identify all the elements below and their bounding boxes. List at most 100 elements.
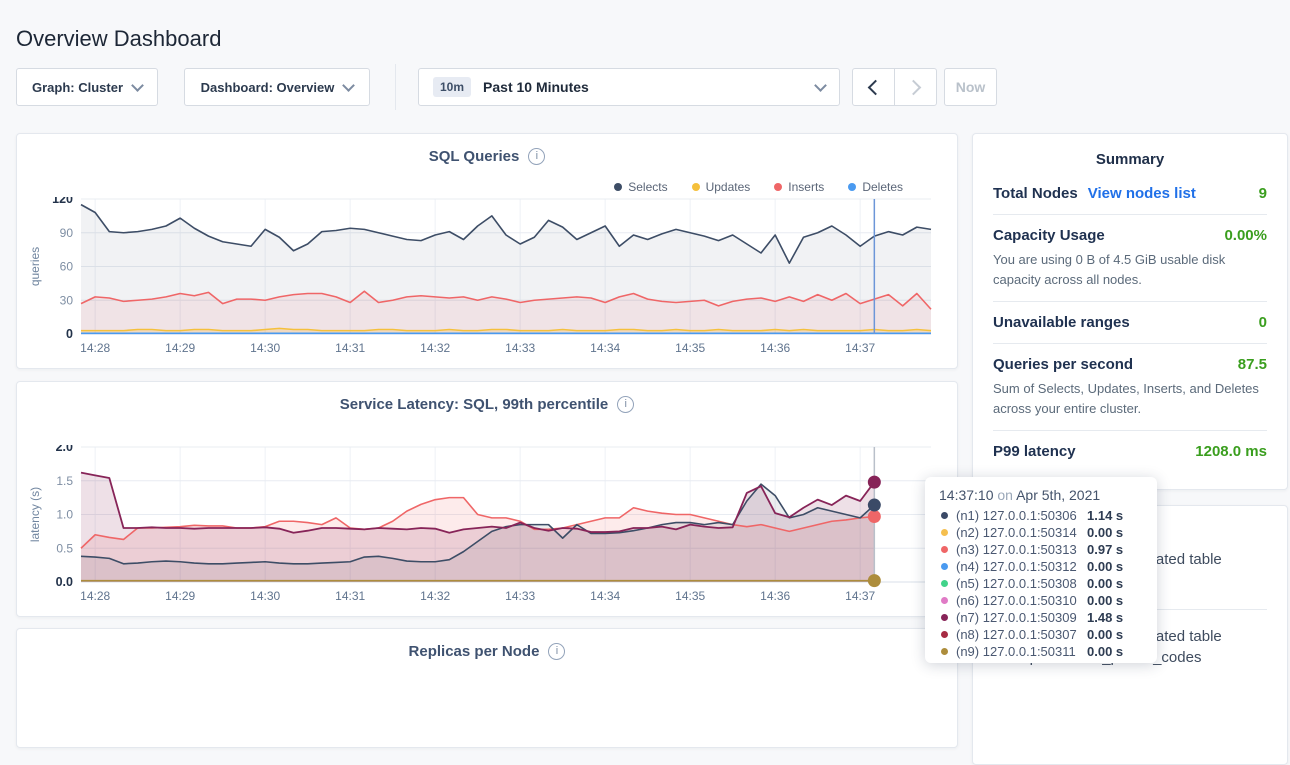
graph-dropdown[interactable]: Graph: Cluster <box>16 68 158 106</box>
summary-row-head: P99 latency 1208.0 ms <box>993 443 1267 460</box>
svg-text:14:37: 14:37 <box>845 589 875 603</box>
page-title: Overview Dashboard <box>16 25 222 51</box>
service-latency-chart[interactable]: 14:28 14:29 14:30 14:31 14:32 14:33 14:34 14:35… <box>17 445 959 615</box>
series-color-dot <box>941 648 948 655</box>
chevron-down-icon <box>342 79 356 92</box>
dashboard-dropdown[interactable]: Dashboard: Overview <box>184 68 370 106</box>
tooltip-timestamp: 14:37:10 on Apr 5th, 2021 <box>939 487 1101 503</box>
tooltip-node-row: (n2) 127.0.0.1:50314 0.00 s <box>939 524 1143 541</box>
tooltip-node-row: (n3) 127.0.0.1:50313 0.97 s <box>939 541 1143 558</box>
tooltip-rows: (n1) 127.0.0.1:50306 1.14 s (n2) 127.0.0.1… <box>939 507 1143 660</box>
series-color-dot <box>941 580 948 587</box>
tooltip-node-label: (n9) 127.0.0.1:50311 <box>956 644 1076 659</box>
summary-metric-label: Queries per second <box>993 356 1134 373</box>
tooltip-node-label: (n3) 127.0.0.1:50313 <box>956 542 1077 557</box>
svg-text:0.5: 0.5 <box>56 541 73 555</box>
replicas-per-node-title: Replicas per Node <box>408 643 540 660</box>
legend-dot-icon <box>614 183 623 191</box>
legend-dot-icon <box>691 183 700 191</box>
tooltip-node-value: 0.00 s <box>1087 576 1124 591</box>
chevron-down-icon <box>131 79 144 92</box>
chevron-left-icon <box>867 79 884 95</box>
info-icon[interactable]: i <box>617 396 635 413</box>
time-range-label: Past 10 Minutes <box>483 79 589 95</box>
summary-row-head: Total Nodes View nodes list 9 <box>993 185 1267 202</box>
legend-item-deletes[interactable]: Deletes <box>848 180 903 194</box>
tooltip-node-label: (n6) 127.0.0.1:50310 <box>956 593 1077 608</box>
svg-text:1.0: 1.0 <box>56 508 73 522</box>
view-nodes-list-link[interactable]: View nodes list <box>1087 185 1196 202</box>
summary-row-head: Unavailable ranges 0 <box>993 314 1267 331</box>
legend-item-updates[interactable]: Updates <box>691 180 751 194</box>
chevron-down-icon <box>814 79 827 92</box>
sql-queries-title: SQL Queries <box>428 148 520 165</box>
svg-text:14:29: 14:29 <box>165 589 195 603</box>
replicas-per-node-card: Replicas per Node i <box>16 628 958 748</box>
tooltip-node-row: (n5) 127.0.0.1:50308 0.00 s <box>939 575 1143 592</box>
summary-metric-value: 0.00% <box>1224 227 1267 244</box>
tooltip-node-label: (n7) 127.0.0.1:50309 <box>956 610 1077 625</box>
legend-label: Updates <box>705 180 751 194</box>
legend-label: Inserts <box>788 180 825 194</box>
svg-text:14:35: 14:35 <box>675 341 705 355</box>
service-latency-title: Service Latency: SQL, 99th percentile <box>339 396 609 413</box>
info-icon[interactable]: i <box>528 148 546 165</box>
series-color-dot <box>941 546 948 553</box>
time-back-button[interactable] <box>853 69 895 105</box>
tooltip-node-row: (n6) 127.0.0.1:50310 0.00 s <box>939 592 1143 609</box>
svg-text:14:35: 14:35 <box>675 589 705 603</box>
tooltip-node-label: (n4) 127.0.0.1:50312 <box>956 559 1077 574</box>
svg-text:14:37: 14:37 <box>845 341 875 355</box>
svg-text:queries: queries <box>28 247 42 286</box>
tooltip-node-row: (n9) 127.0.0.1:50311 0.00 s <box>939 643 1143 660</box>
tooltip-node-value: 1.14 s <box>1087 508 1124 523</box>
svg-text:14:29: 14:29 <box>165 341 195 355</box>
svg-text:14:31: 14:31 <box>335 341 365 355</box>
summary-metric-value: 1208.0 ms <box>1195 443 1267 460</box>
tooltip-node-value: 0.00 s <box>1087 525 1124 540</box>
summary-row: Capacity Usage 0.00% You are using 0 B of … <box>993 214 1267 301</box>
now-button-label: Now <box>955 79 986 95</box>
tooltip-node-row: (n1) 127.0.0.1:50306 1.14 s <box>939 507 1143 524</box>
svg-text:30: 30 <box>60 293 74 307</box>
now-button[interactable]: Now <box>944 68 997 106</box>
tooltip-node-value: 0.00 s <box>1087 593 1124 608</box>
svg-text:14:33: 14:33 <box>505 589 535 603</box>
sql-queries-chart[interactable]: 14:28 14:29 14:30 14:31 14:32 14:33 14:34 14:35… <box>17 197 959 367</box>
svg-text:14:32: 14:32 <box>420 341 450 355</box>
tooltip-node-row: (n7) 127.0.0.1:50309 1.48 s <box>939 609 1143 626</box>
tooltip-node-label: (n5) 127.0.0.1:50308 <box>956 576 1077 591</box>
dashboard-dropdown-label: Dashboard: Overview <box>200 79 335 95</box>
summary-metric-description: You are using 0 B of 4.5 GiB usable disk… <box>993 252 1226 287</box>
tooltip-node-label: (n1) 127.0.0.1:50306 <box>956 508 1077 523</box>
time-forward-button[interactable] <box>895 69 936 105</box>
tooltip-node-row: (n4) 127.0.0.1:50312 0.00 s <box>939 558 1143 575</box>
svg-text:90: 90 <box>60 226 74 240</box>
series-color-dot <box>941 529 948 536</box>
chart-hover-tooltip: 14:37:10 on Apr 5th, 2021 (n1) 127.0.0.1… <box>925 477 1157 663</box>
sql-legend: Selects Updates Inserts Deletes <box>614 180 903 194</box>
svg-text:2.0: 2.0 <box>56 445 73 454</box>
series-color-dot <box>941 631 948 638</box>
svg-text:0: 0 <box>66 327 73 341</box>
svg-text:14:28: 14:28 <box>80 341 110 355</box>
svg-text:14:30: 14:30 <box>250 341 280 355</box>
tooltip-node-value: 0.00 s <box>1087 627 1124 642</box>
time-range-picker[interactable]: 10m Past 10 Minutes <box>418 68 840 106</box>
summary-row: Queries per second 87.5 Sum of Selects, Up… <box>993 343 1267 430</box>
tooltip-node-row: (n8) 127.0.0.1:50307 0.00 s <box>939 626 1143 643</box>
svg-text:14:33: 14:33 <box>505 341 535 355</box>
summary-metric-label: Unavailable ranges <box>993 314 1130 331</box>
summary-metric-value: 9 <box>1258 185 1267 202</box>
series-color-dot <box>941 614 948 621</box>
legend-item-inserts[interactable]: Inserts <box>774 180 824 194</box>
legend-item-selects[interactable]: Selects <box>614 180 668 194</box>
series-color-dot <box>941 563 948 570</box>
summary-rows: Total Nodes View nodes list 9 Capacity Usag… <box>973 173 1287 472</box>
toolbar-divider <box>395 64 396 110</box>
info-icon[interactable]: i <box>548 643 566 660</box>
svg-text:14:36: 14:36 <box>760 341 790 355</box>
svg-text:14:28: 14:28 <box>80 589 110 603</box>
sql-queries-card: SQL Queries i Selects Updates Inserts Delet… <box>16 133 958 369</box>
tooltip-node-value: 0.00 s <box>1087 644 1124 659</box>
